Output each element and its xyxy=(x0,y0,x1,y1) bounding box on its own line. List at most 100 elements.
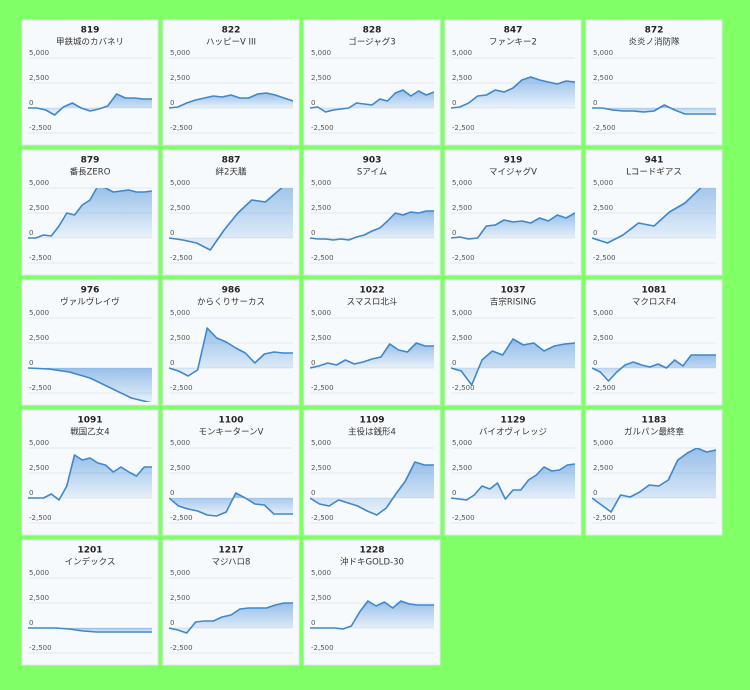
chart-title: 1022 xyxy=(359,286,384,296)
y-tick-label: 2,500 xyxy=(452,464,472,472)
chart-title: 819 xyxy=(81,26,100,36)
chart-title: 1228 xyxy=(359,546,384,556)
y-tick-label: -2,500 xyxy=(452,124,475,132)
y-tick-label: 0 xyxy=(311,489,315,497)
area xyxy=(451,464,575,500)
chart-subtitle: モンキーターンV xyxy=(199,428,264,438)
y-tick-label: 5,000 xyxy=(593,439,613,447)
chart-title: 919 xyxy=(504,156,523,166)
plot xyxy=(451,212,575,240)
area xyxy=(169,93,293,108)
y-tick-label: 2,500 xyxy=(29,464,49,472)
y-tick-label: 5,000 xyxy=(452,179,472,187)
plot xyxy=(169,327,293,377)
y-tick-label: -2,500 xyxy=(170,254,193,262)
y-tick-label: 5,000 xyxy=(311,179,331,187)
area xyxy=(169,493,293,516)
y-tick-label: -2,500 xyxy=(311,384,334,392)
plot xyxy=(592,104,716,115)
line xyxy=(592,188,702,244)
y-tick-label: 0 xyxy=(170,359,174,367)
y-tick-label: -2,500 xyxy=(29,124,52,132)
chart-card: 847 ファンキー2 5,000 2,500 0 -2,500 xyxy=(444,19,582,146)
y-tick-label: 2,500 xyxy=(170,464,190,472)
area xyxy=(451,77,575,108)
y-tick-label: 5,000 xyxy=(170,439,190,447)
plot xyxy=(451,463,575,501)
line xyxy=(28,188,152,239)
area xyxy=(28,188,152,238)
y-tick-label: 5,000 xyxy=(311,569,331,577)
y-tick-label: 2,500 xyxy=(311,334,331,342)
y-tick-label: -2,500 xyxy=(593,514,616,522)
chart-subtitle: バイオヴィレッジ xyxy=(479,427,547,438)
chart-card: 1081 マクロスF4 5,000 2,500 0 -2,500 xyxy=(585,279,723,406)
chart-title: 903 xyxy=(363,156,382,166)
plot xyxy=(310,600,434,630)
area xyxy=(169,603,293,633)
plot xyxy=(592,448,716,513)
y-tick-label: 5,000 xyxy=(29,309,49,317)
y-tick-label: 0 xyxy=(311,359,315,367)
y-tick-label: 0 xyxy=(311,229,315,237)
y-tick-label: 5,000 xyxy=(311,49,331,57)
plot xyxy=(169,188,293,251)
chart-card: 822 ハッピーV III 5,000 2,500 0 -2,500 xyxy=(162,19,300,146)
chart-subtitle: 吉宗RISING xyxy=(490,297,536,308)
area xyxy=(310,343,434,368)
y-tick-label: 2,500 xyxy=(593,464,613,472)
y-tick-label: 5,000 xyxy=(452,439,472,447)
line xyxy=(592,448,716,513)
y-tick-label: 2,500 xyxy=(29,334,49,342)
y-tick-label: 2,500 xyxy=(452,204,472,212)
chart-title: 822 xyxy=(222,26,241,36)
line xyxy=(310,210,434,241)
chart-title: 847 xyxy=(504,26,523,36)
y-tick-label: 2,500 xyxy=(593,204,613,212)
plot xyxy=(451,76,575,109)
chart-subtitle: ゴージャグ3 xyxy=(348,37,395,48)
y-tick-label: 0 xyxy=(170,229,174,237)
y-tick-label: 0 xyxy=(170,619,174,627)
chart-subtitle: マジハロ8 xyxy=(212,558,251,568)
chart-title: 1037 xyxy=(500,286,525,296)
area xyxy=(28,94,152,115)
line xyxy=(451,212,575,240)
y-tick-label: 0 xyxy=(593,489,597,497)
line xyxy=(451,463,575,501)
y-tick-label: -2,500 xyxy=(311,254,334,262)
chart-subtitle: 沖ドキGOLD-30 xyxy=(340,557,404,568)
y-tick-label: 0 xyxy=(452,489,456,497)
y-tick-label: 5,000 xyxy=(452,309,472,317)
plot xyxy=(28,93,152,116)
line xyxy=(169,327,293,377)
y-tick-label: -2,500 xyxy=(170,124,193,132)
y-tick-label: -2,500 xyxy=(29,644,52,652)
y-tick-label: -2,500 xyxy=(593,124,616,132)
chart-subtitle: マイジャグV xyxy=(489,167,537,178)
y-tick-label: 2,500 xyxy=(170,74,190,82)
y-tick-label: 2,500 xyxy=(311,464,331,472)
y-tick-label: 5,000 xyxy=(170,569,190,577)
line xyxy=(28,93,152,116)
plot xyxy=(310,461,434,516)
area xyxy=(592,355,716,381)
y-tick-label: 0 xyxy=(452,359,456,367)
y-tick-label: 0 xyxy=(29,359,33,367)
chart-title: 1183 xyxy=(641,416,666,426)
y-tick-label: 0 xyxy=(452,99,456,107)
y-tick-label: -2,500 xyxy=(29,514,52,522)
chart-title: 887 xyxy=(222,156,241,166)
line xyxy=(28,454,152,501)
plot xyxy=(28,367,152,402)
chart-card: 941 Lコードギアス 5,000 2,500 0 -2,500 xyxy=(585,149,723,276)
y-tick-label: 2,500 xyxy=(593,334,613,342)
y-tick-label: 2,500 xyxy=(452,334,472,342)
y-tick-label: 5,000 xyxy=(593,179,613,187)
